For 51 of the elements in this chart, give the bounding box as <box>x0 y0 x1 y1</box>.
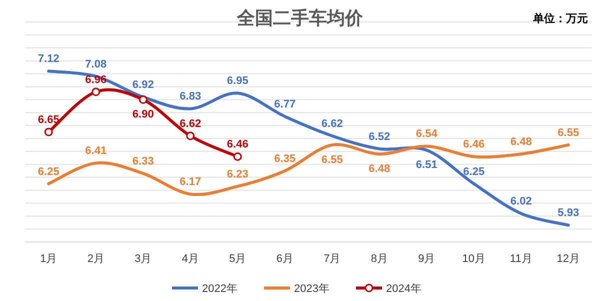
data-label: 6.55 <box>558 126 580 139</box>
legend-label: 2024年 <box>386 283 422 295</box>
x-tick-label: 3月 <box>134 253 152 265</box>
x-tick-label: 4月 <box>182 253 199 265</box>
data-label: 6.46 <box>226 138 248 151</box>
data-label: 6.41 <box>85 145 107 158</box>
data-label: 6.83 <box>180 90 202 103</box>
data-label: 6.65 <box>38 114 60 126</box>
x-tick-label: 11月 <box>510 253 532 265</box>
x-tick-label: 7月 <box>324 253 341 265</box>
data-label: 6.96 <box>85 74 107 86</box>
x-tick-label: 1月 <box>40 253 58 265</box>
data-label: 6.25 <box>38 166 60 178</box>
data-label: 6.92 <box>132 79 154 92</box>
chart-title: 全国二手车均价 <box>236 8 364 28</box>
x-tick-label: 12月 <box>556 253 580 265</box>
data-label: 6.35 <box>274 152 296 165</box>
point <box>186 132 195 140</box>
x-tick-label: 10月 <box>462 253 486 265</box>
data-label: 6.51 <box>416 159 438 172</box>
x-tick-label: 5月 <box>229 253 246 265</box>
legend-label: 2022年 <box>202 283 238 295</box>
x-tick-label: 6月 <box>276 253 294 265</box>
data-label: 6.54 <box>416 128 438 140</box>
data-label: 6.23 <box>226 168 248 180</box>
data-label: 6.62 <box>180 118 202 130</box>
point <box>44 128 53 136</box>
point <box>92 88 100 96</box>
data-label: 6.95 <box>226 75 248 88</box>
x-tick-label: 8月 <box>370 253 388 265</box>
data-label: 6.55 <box>321 154 343 166</box>
x-tick-label: 2月 <box>87 253 104 265</box>
data-label: 5.93 <box>558 207 580 220</box>
data-label: 7.12 <box>38 53 60 66</box>
point <box>138 95 148 104</box>
data-label: 6.17 <box>180 176 202 188</box>
data-label: 6.48 <box>510 136 532 148</box>
data-label: 6.52 <box>368 130 390 143</box>
data-label: 6.90 <box>132 108 154 121</box>
data-label: 6.46 <box>463 138 485 151</box>
data-label: 6.62 <box>321 118 343 130</box>
annotation: 单位：万元 <box>532 12 588 25</box>
legend-label: 2023年 <box>294 283 330 295</box>
data-label: 6.33 <box>132 155 154 168</box>
data-label: 6.77 <box>274 98 296 110</box>
x-tick-label: 9月 <box>418 253 436 265</box>
data-label: 6.02 <box>510 196 532 208</box>
point <box>233 152 242 161</box>
data-label: 7.08 <box>85 58 107 70</box>
data-label: 6.48 <box>368 163 390 175</box>
data-label: 6.25 <box>463 166 485 178</box>
